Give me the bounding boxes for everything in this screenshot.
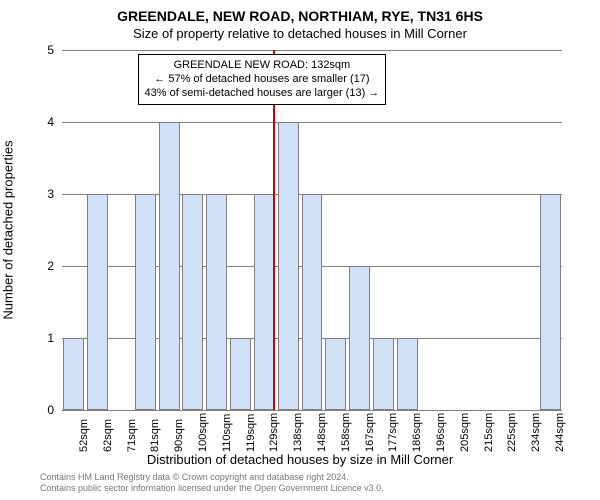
histogram-bar: [325, 338, 346, 410]
plot-area: 52sqm62sqm71sqm81sqm90sqm100sqm110sqm119…: [62, 50, 562, 410]
x-tick-label: 167sqm: [364, 413, 376, 452]
attribution-footer: Contains HM Land Registry data © Crown c…: [40, 472, 384, 495]
annotation-box: GREENDALE NEW ROAD: 132sqm← 57% of detac…: [138, 54, 387, 105]
x-tick-label: 90sqm: [173, 419, 185, 452]
x-tick-label: 52sqm: [78, 419, 90, 452]
histogram-bar: [397, 338, 418, 410]
y-tick-label: 4: [34, 115, 54, 129]
histogram-bar: [254, 194, 275, 410]
histogram-bar: [373, 338, 394, 410]
histogram-bar: [135, 194, 156, 410]
annotation-line: 43% of semi-detached houses are larger (…: [145, 87, 380, 101]
x-tick-label: 119sqm: [245, 414, 257, 452]
histogram-bar: [206, 194, 227, 410]
x-tick-label: 81sqm: [149, 419, 161, 452]
y-tick-label: 3: [34, 187, 54, 201]
x-tick-label: 215sqm: [483, 413, 495, 452]
x-tick-label: 129sqm: [268, 413, 280, 452]
x-tick-label: 225sqm: [506, 413, 518, 452]
y-tick-label: 0: [34, 403, 54, 417]
x-tick-label: 158sqm: [340, 413, 352, 452]
x-tick-label: 205sqm: [459, 413, 471, 452]
y-tick-label: 5: [34, 43, 54, 57]
histogram-bar: [87, 194, 108, 410]
x-tick-label: 148sqm: [316, 413, 328, 452]
x-tick-label: 186sqm: [411, 413, 423, 452]
x-tick-label: 177sqm: [387, 413, 399, 452]
histogram-bar: [278, 122, 299, 410]
histogram-bar: [182, 194, 203, 410]
y-axis-title: Number of detached properties: [1, 140, 16, 319]
chart-title: GREENDALE, NEW ROAD, NORTHIAM, RYE, TN31…: [0, 8, 600, 24]
chart-container: GREENDALE, NEW ROAD, NORTHIAM, RYE, TN31…: [0, 0, 600, 500]
x-tick-label: 138sqm: [292, 413, 304, 452]
x-tick-label: 110sqm: [221, 414, 233, 452]
footer-line: Contains public sector information licen…: [40, 483, 384, 494]
chart-subtitle: Size of property relative to detached ho…: [0, 26, 600, 41]
footer-line: Contains HM Land Registry data © Crown c…: [40, 472, 384, 483]
x-tick-label: 244sqm: [554, 413, 566, 452]
histogram-bar: [302, 194, 323, 410]
histogram-bar: [159, 122, 180, 410]
histogram-bar: [349, 266, 370, 410]
annotation-line: GREENDALE NEW ROAD: 132sqm: [145, 59, 380, 73]
y-tick-label: 1: [34, 331, 54, 345]
annotation-line: ← 57% of detached houses are smaller (17…: [145, 73, 380, 87]
x-tick-label: 100sqm: [197, 413, 209, 452]
y-tick-label: 2: [34, 259, 54, 273]
x-axis-title: Distribution of detached houses by size …: [0, 452, 600, 467]
histogram-bar: [63, 338, 84, 410]
x-tick-label: 234sqm: [530, 413, 542, 452]
grid-line: [62, 122, 562, 123]
grid-line: [62, 410, 562, 411]
x-tick-label: 71sqm: [126, 419, 138, 452]
x-tick-label: 196sqm: [435, 413, 447, 452]
x-tick-label: 62sqm: [102, 419, 114, 452]
histogram-bar: [230, 338, 251, 410]
histogram-bar: [540, 194, 561, 410]
grid-line: [62, 50, 562, 51]
